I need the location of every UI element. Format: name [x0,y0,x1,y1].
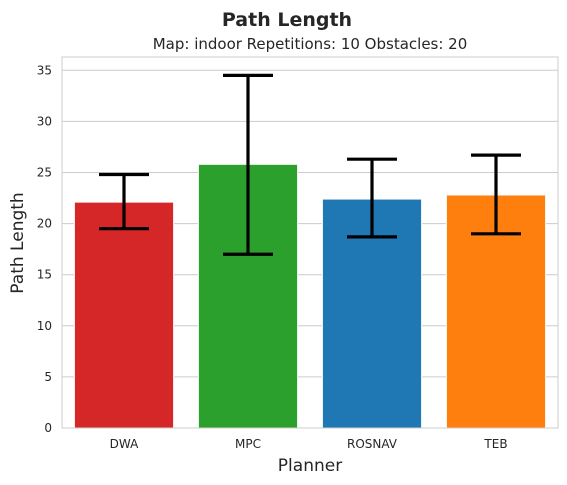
bar-dwa [73,201,175,429]
x-tick-label: TEB [483,437,507,451]
y-tick-label: 10 [37,319,52,333]
x-axis-label: Planner [278,456,342,476]
plot-frame [61,56,559,429]
bars [73,163,547,429]
error-bars [99,73,521,256]
y-tick-label: 15 [37,268,52,282]
chart-subtitle: Map: indoor Repetitions: 10 Obstacles: 2… [153,35,468,53]
chart-title: Path Length [222,9,352,31]
y-axis-label: Path Length [8,192,28,293]
y-tick-label: 0 [44,421,52,435]
y-tick-label: 5 [44,370,52,384]
x-tick-label: ROSNAV [347,437,398,451]
x-axis-ticks: DWA MPC ROSNAV TEB [110,437,508,451]
x-tick-label: DWA [110,437,139,451]
y-tick-label: 25 [37,165,52,179]
y-tick-label: 20 [37,217,52,231]
x-tick-label: MPC [235,437,261,451]
y-tick-label: 30 [37,114,52,128]
y-tick-label: 35 [37,63,52,77]
y-axis-ticks: 0 5 10 15 20 25 30 35 [37,63,52,435]
